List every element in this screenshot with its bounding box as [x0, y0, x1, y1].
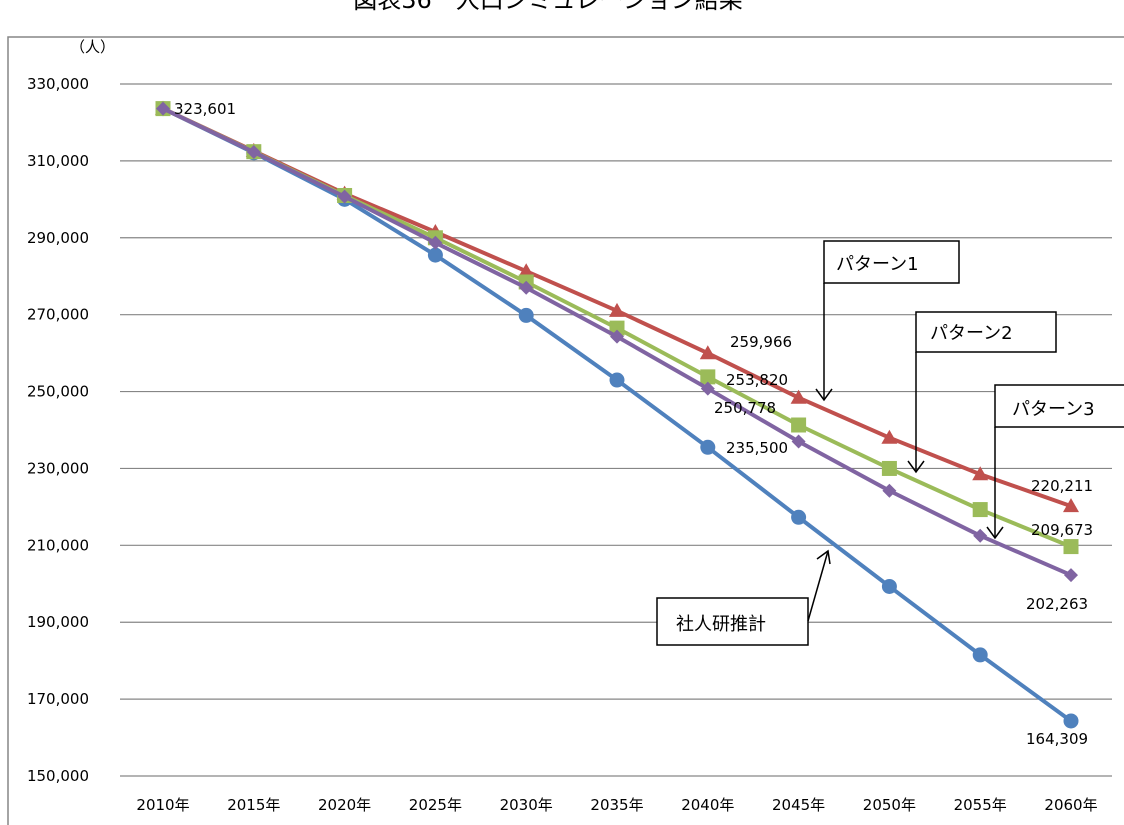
data-point — [246, 145, 261, 160]
data-label-pattern1-2040: 259,966 — [730, 333, 792, 351]
x-tick-label: 2060年 — [1044, 796, 1097, 814]
series-4 — [156, 101, 1078, 583]
data-label-pattern1-2060: 220,211 — [1031, 477, 1093, 495]
data-label-shajinken-2060: 164,309 — [1026, 730, 1088, 748]
data-point — [791, 417, 807, 433]
y-tick-label: 270,000 — [27, 306, 89, 324]
callout-arrowhead-pattern3 — [986, 526, 1004, 540]
data-label-pattern2-2060: 209,673 — [1031, 521, 1093, 539]
data-point — [791, 509, 807, 525]
data-point — [973, 528, 988, 543]
chart-frame — [7, 36, 1124, 825]
callout-box-shajinken — [656, 597, 809, 646]
data-point — [700, 369, 716, 385]
data-label-shajinken-2040: 235,500 — [726, 439, 788, 457]
data-labels: 323,601 259,966 253,820 250,778 235,500 … — [174, 100, 1093, 748]
callout-text-pattern1: パターン1 — [836, 254, 919, 275]
data-point — [156, 101, 170, 116]
callout-text-pattern3: パターン3 — [1012, 399, 1095, 420]
y-tick-label: 330,000 — [27, 75, 89, 93]
data-point — [972, 466, 989, 481]
callout-arrowhead-pattern2 — [907, 460, 925, 474]
data-point — [609, 320, 625, 336]
data-point — [428, 235, 443, 250]
data-point — [518, 263, 535, 278]
data-label-pattern2-2040: 253,820 — [726, 371, 788, 389]
x-tick-label: 2055年 — [954, 796, 1007, 814]
x-tick-label: 2040年 — [681, 796, 734, 814]
callout-pattern3: パターン3 — [986, 384, 1124, 540]
data-point — [791, 434, 806, 449]
data-point — [610, 329, 624, 344]
data-point — [609, 372, 625, 388]
data-point — [699, 345, 716, 360]
y-tick-label: 250,000 — [27, 383, 89, 401]
callout-text-shajinken: 社人研推計 — [676, 614, 766, 635]
data-point — [700, 381, 715, 396]
y-tick-label: 170,000 — [27, 690, 89, 708]
x-tick-label: 2030年 — [500, 796, 553, 814]
x-tick-label: 2010年 — [136, 796, 189, 814]
data-point — [700, 439, 716, 455]
data-point — [609, 302, 625, 317]
data-point — [881, 429, 898, 444]
y-tick-label: 190,000 — [27, 613, 89, 631]
data-point — [790, 389, 807, 404]
data-point — [427, 247, 443, 263]
data-point — [881, 578, 897, 594]
data-point — [519, 280, 534, 295]
x-tick-label: 2050年 — [863, 796, 916, 814]
data-point — [881, 460, 897, 476]
data-label-2010: 323,601 — [174, 100, 236, 118]
x-tick-label: 2035年 — [590, 796, 643, 814]
callout-box-pattern1 — [823, 240, 960, 284]
data-point — [972, 647, 988, 663]
y-tick-label: 210,000 — [27, 536, 89, 554]
x-tick-label: 2015年 — [227, 796, 280, 814]
callout-box-pattern3 — [994, 384, 1124, 428]
x-tick-label: 2025年 — [409, 796, 462, 814]
callout-arrow-shajinken — [807, 550, 829, 622]
data-point — [882, 483, 897, 498]
data-label-pattern3-2060: 202,263 — [1026, 595, 1088, 613]
chart-title: 図表36 人口シミュレーション結果 — [353, 0, 743, 14]
callout-box-pattern2 — [915, 311, 1057, 353]
data-point — [972, 502, 988, 518]
data-point — [1063, 713, 1079, 729]
data-point — [1064, 568, 1078, 583]
y-tick-label: 150,000 — [27, 767, 89, 785]
series-lines — [155, 100, 1079, 729]
data-label-pattern3-2040: 250,778 — [714, 399, 776, 417]
data-point — [1063, 498, 1079, 513]
data-point — [518, 307, 534, 323]
data-point — [1063, 539, 1079, 555]
axis-tick-labels: 330,000 310,000 290,000 270,000 250,000 230,0… — [27, 75, 1098, 814]
y-tick-label: 310,000 — [27, 152, 89, 170]
x-tick-label: 2020年 — [318, 796, 371, 814]
data-point — [337, 189, 352, 204]
callout-pattern2: パターン2 — [907, 311, 1057, 474]
y-tick-label: 290,000 — [27, 229, 89, 247]
y-axis-unit-label: （人） — [70, 38, 115, 56]
callout-pattern1: パターン1 — [815, 240, 960, 402]
callout-arrowhead-shajinken — [816, 549, 831, 565]
y-tick-label: 230,000 — [27, 459, 89, 477]
callout-shajinken: 社人研推計 — [656, 549, 831, 646]
callout-arrowhead-pattern1 — [815, 388, 833, 402]
callout-text-pattern2: パターン2 — [930, 323, 1013, 344]
x-tick-label: 2045年 — [772, 796, 825, 814]
